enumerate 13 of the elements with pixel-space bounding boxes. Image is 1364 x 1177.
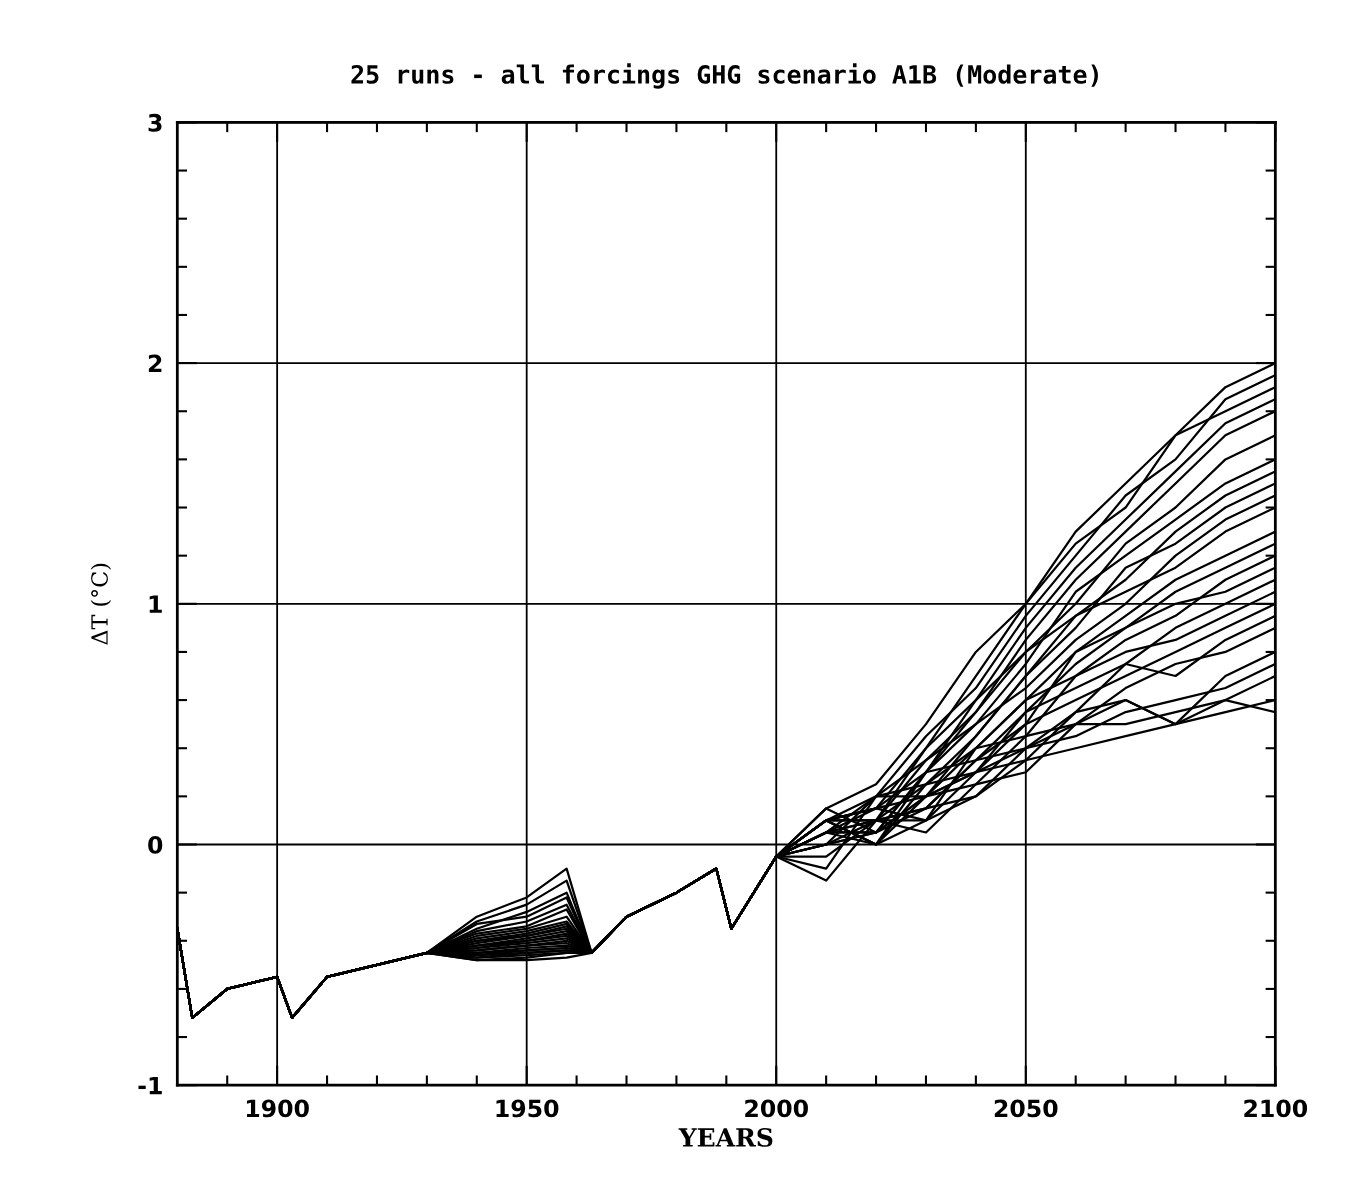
x-tick-label: 2000: [745, 1099, 808, 1118]
x-axis-title: YEARS: [678, 1127, 773, 1147]
chart-title: 25 runs - all forcings GHG scenario A1B (Moderate): [351, 63, 1098, 89]
y-axis-title: ΔT (°C): [90, 563, 112, 645]
x-tick-label: 1950: [496, 1099, 559, 1118]
x-tick-label: 1900: [246, 1099, 309, 1118]
y-tick-label: -1: [138, 1076, 162, 1095]
y-tick-label: 2: [148, 354, 162, 373]
x-tick-label: 2100: [1244, 1099, 1308, 1118]
y-tick-label: 1: [149, 595, 162, 613]
y-tick-label: 3: [148, 113, 162, 132]
y-tick-label: 0: [148, 835, 163, 854]
x-tick-label: 2050: [994, 1099, 1058, 1118]
